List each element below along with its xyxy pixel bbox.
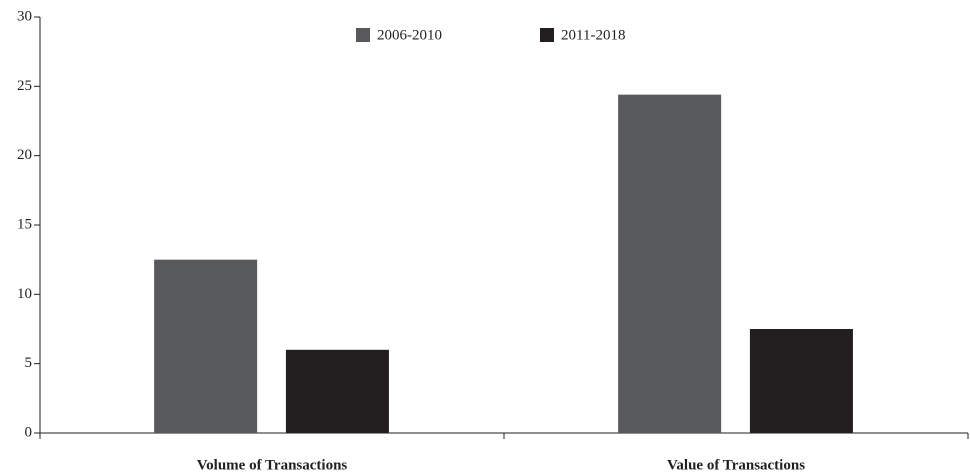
y-tick-label: 25: [17, 78, 32, 94]
bar: [154, 259, 258, 433]
x-tick-label: Volume of Transactions: [197, 457, 348, 473]
bar: [285, 349, 389, 433]
legend-swatch: [356, 28, 370, 42]
legend-swatch: [540, 28, 554, 42]
y-tick-label: 15: [17, 216, 32, 232]
bar: [618, 94, 722, 434]
legend-label: 2011-2018: [561, 27, 625, 43]
y-tick-label: 20: [17, 147, 32, 163]
y-tick-label: 30: [17, 8, 32, 24]
bar: [749, 329, 853, 433]
y-tick-label: 10: [17, 286, 32, 302]
x-tick-label: Value of Transactions: [667, 457, 805, 473]
y-tick-label: 5: [25, 355, 33, 371]
y-tick-label: 0: [25, 424, 33, 440]
legend-label: 2006-2010: [377, 27, 442, 43]
